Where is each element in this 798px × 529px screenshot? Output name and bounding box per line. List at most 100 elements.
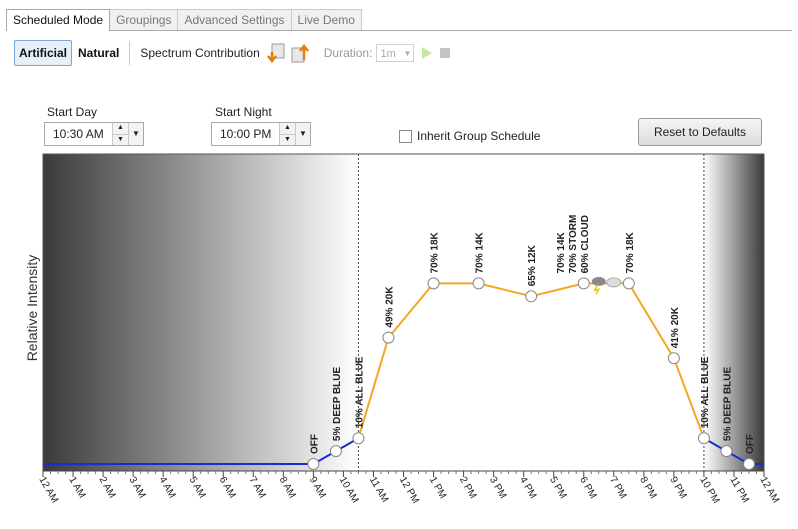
data-point-label: 70% STORM [568,215,579,274]
data-point[interactable] [352,432,365,445]
x-tick-label: 2 AM [96,475,117,500]
data-point-label: 70% 14K [556,231,567,273]
start-night-label: Start Night [215,105,272,119]
x-tick-label: 12 AM [36,475,60,505]
data-point-label: 70% 14K [475,231,486,273]
x-tick-label: 5 PM [547,475,568,501]
export-up-icon[interactable] [290,42,310,64]
data-point[interactable] [329,445,342,458]
cloud-icon [606,277,622,288]
data-point[interactable] [697,432,710,445]
artificial-button[interactable]: Artificial [14,40,73,66]
data-point-label: 10% ALL BLUE [354,356,365,428]
x-tick-label: 7 PM [607,475,628,501]
play-icon[interactable] [422,47,433,59]
natural-button[interactable]: Natural [78,46,120,60]
data-point[interactable] [472,277,485,290]
chevron-down-icon[interactable]: ▼ [113,134,128,145]
series-segment [627,282,675,359]
night-shading-evening [703,154,764,471]
chart-point-labels: OFF 5% DEEP BLUE 10% ALL BLUE 49% 20K 70% 18… [309,215,756,454]
tab-groupings[interactable]: Groupings [109,9,179,30]
series-segment [672,357,705,439]
x-tick-label: 12 AM [757,475,781,505]
data-point-label: 5% DEEP BLUE [332,366,343,441]
checkbox-box[interactable] [399,129,412,143]
series-segment [478,282,532,298]
x-tick-label: 8 AM [277,475,298,500]
tab-live-demo[interactable]: Live Demo [290,9,362,30]
tab-scheduled-mode[interactable]: Scheduled Mode [6,9,111,31]
data-point[interactable] [427,277,440,290]
data-point[interactable] [667,352,680,365]
x-tick-label: 7 AM [247,475,268,500]
chevron-down-icon: ▼ [403,49,412,58]
chart-points [307,277,755,470]
x-tick-label: 6 PM [577,475,598,501]
series-segment [357,337,390,439]
start-night-spinner[interactable]: ▲ ▼ [279,123,295,145]
stop-icon[interactable] [440,48,451,58]
chevron-up-icon[interactable]: ▲ [113,123,128,135]
start-day-spinner[interactable]: ▲ ▼ [112,123,128,145]
inherit-group-schedule-checkbox[interactable]: Inherit Group Schedule [399,129,540,143]
data-point[interactable] [382,331,395,344]
toolbar: Artificial Natural Spectrum Contribution… [14,39,451,67]
x-tick-label: 4 AM [157,475,178,500]
data-point-label: 10% ALL BLUE [700,356,711,428]
series-segment [387,282,435,339]
data-point[interactable] [742,458,755,470]
series-segment [530,282,584,298]
import-down-icon[interactable] [266,42,286,64]
start-day-dropdown-icon[interactable]: ▼ [128,123,143,145]
data-point-label: 5% DEEP BLUE [722,366,733,441]
tab-bar: Scheduled Mode Groupings Advanced Settin… [6,9,362,31]
x-tick-label: 10 PM [697,475,721,506]
data-point-label: 65% 12K [527,244,538,286]
data-point-label: 70% 18K [625,231,636,273]
data-point-label: 49% 20K [384,286,395,328]
reset-to-defaults-button[interactable]: Reset to Defaults [638,118,762,146]
x-tick-label: 5 AM [187,475,208,500]
data-point[interactable] [525,290,538,303]
x-tick-label: 3 PM [487,475,508,501]
tab-divider [6,30,792,31]
night-shading-morning [43,154,359,471]
x-tick-label: 8 PM [637,475,658,501]
duration-select[interactable]: 1m ▼ [376,44,415,62]
data-point-label: OFF [745,434,756,454]
duration-value: 1m [380,48,396,60]
chevron-up-icon[interactable]: ▲ [280,123,295,135]
x-tick-label: 12 PM [397,475,421,506]
x-tick-label: 1 PM [427,475,448,501]
start-day-value: 10:30 AM [53,127,104,141]
lightning-icon [593,284,601,295]
tab-advanced-settings[interactable]: Advanced Settings [177,9,292,30]
x-tick-label: 3 AM [127,475,148,500]
x-tick-label: 11 AM [367,475,390,504]
start-night-dropdown-icon[interactable]: ▼ [295,123,310,145]
toolbar-separator [129,41,131,65]
x-tick-label: 4 PM [517,475,538,501]
x-tick-label: 1 AM [66,475,87,500]
x-tick-label: 2 PM [457,475,478,501]
spectrum-contribution-button[interactable]: Spectrum Contribution [140,46,260,60]
x-tick-label: 9 PM [667,475,688,501]
storm-cloud-icon [591,276,606,286]
data-point[interactable] [307,458,320,470]
data-point-label: 70% 18K [430,231,441,273]
inherit-group-schedule-label: Inherit Group Schedule [417,129,541,143]
data-point[interactable] [622,277,635,290]
data-point-label: OFF [309,434,320,454]
data-point-label: 60% CLOUD [580,215,591,273]
x-tick-label: 9 AM [307,475,328,500]
chevron-down-icon[interactable]: ▼ [280,134,295,145]
x-tick-label: 6 AM [217,475,238,500]
chart-background [42,153,765,472]
x-axis: 12 AM 1 AM 2 AM 3 AM 4 AM 5 AM 6 AM 7 AM 8 AM 9 A… [36,470,781,506]
data-point[interactable] [577,277,590,290]
start-night-picker[interactable]: 10:00 PM ▲ ▼ ▼ [211,122,311,146]
data-point[interactable] [720,445,733,458]
start-day-picker[interactable]: 10:30 AM ▲ ▼ ▼ [44,122,144,146]
